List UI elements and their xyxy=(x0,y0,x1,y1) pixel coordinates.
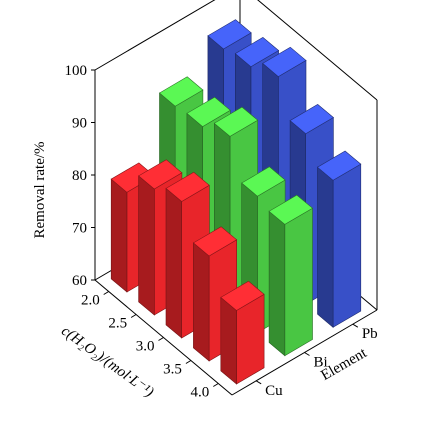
x-tick-label: 3.0 xyxy=(136,339,155,355)
x-tick-label: 2.0 xyxy=(81,293,100,309)
bar-face-side xyxy=(110,178,128,293)
bar-face-top xyxy=(268,194,314,225)
bar-Bi-4.0 xyxy=(268,194,314,357)
bar-face-top xyxy=(207,19,252,50)
z-axis-label: Removal rate/% xyxy=(32,141,48,238)
x-tick-label: 3.5 xyxy=(163,362,182,378)
bar-face-side xyxy=(193,242,210,362)
bar-face-top xyxy=(186,96,231,127)
x-tick-mark xyxy=(213,383,219,387)
x-tick-mark xyxy=(103,291,109,295)
bar-face-top xyxy=(158,76,204,107)
x-tick-mark xyxy=(130,314,137,318)
z-tick-label: 60 xyxy=(72,273,87,289)
bar-face-top xyxy=(138,159,183,190)
bar-face-top xyxy=(213,106,259,137)
bar-face-side xyxy=(317,166,334,328)
bar-face-side xyxy=(268,210,286,357)
bar-face-side xyxy=(165,187,182,339)
frame-edge xyxy=(94,0,216,71)
bar-face-front xyxy=(332,163,362,328)
bar-face-top xyxy=(289,104,334,135)
bar-face-side xyxy=(220,296,237,385)
y-tick-mark xyxy=(304,352,310,356)
z-tick-label: 70 xyxy=(72,221,87,237)
z-tick-label: 80 xyxy=(72,168,87,184)
bar-face-top xyxy=(262,46,307,77)
bar-face-top xyxy=(234,37,280,68)
bar-face-side xyxy=(138,175,155,316)
y-tick-label: Cu xyxy=(265,383,283,399)
frame-edge xyxy=(257,0,378,101)
x-tick-label: 2.5 xyxy=(108,316,127,332)
y-tick-mark xyxy=(255,380,262,385)
bar-face-top xyxy=(165,171,210,202)
x-tick-mark xyxy=(158,337,164,341)
bar-face-top xyxy=(316,150,362,181)
bar-Pb-4.0 xyxy=(316,150,362,328)
bars-group xyxy=(110,19,362,385)
bar-face-top xyxy=(220,280,265,311)
ticks-group: 60 70 80 90 100 2.0 2.5 3.0 3.5 4.0 Cu Bi Pb xyxy=(65,63,378,401)
bar-Cu-4.0 xyxy=(220,280,265,385)
x-axis-label: c(H₂O₂)/(mol·L⁻¹) xyxy=(58,323,156,401)
y-tick-mark xyxy=(352,323,359,328)
x-tick-mark xyxy=(185,360,192,364)
x-tick-label: 4.0 xyxy=(191,385,210,401)
bar-face-top xyxy=(192,226,238,257)
bar-face-top xyxy=(241,166,286,197)
y-tick-label: Pb xyxy=(362,326,378,342)
z-tick-label: 100 xyxy=(65,63,88,79)
y-tick-label: Bi xyxy=(314,355,328,371)
z-tick-label: 90 xyxy=(72,116,87,132)
bar-face-front xyxy=(284,207,313,357)
